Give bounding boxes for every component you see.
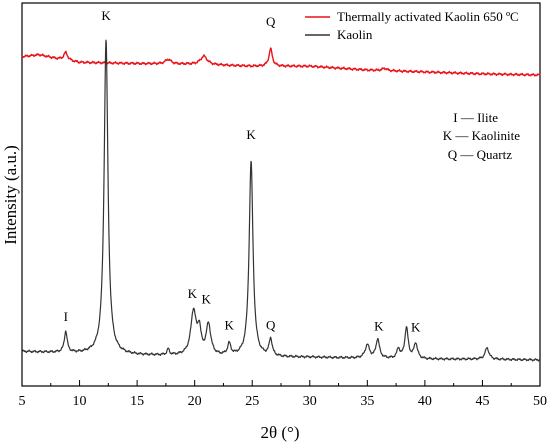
peak-label: K [201,292,211,307]
phase-key-kaolinite: K — Kaolinite [443,128,520,143]
phase-key-ilite: I — Ilite [453,110,498,125]
x-tick-label: 10 [73,394,87,409]
peak-label: I [64,309,68,324]
x-axis-title: 2θ (°) [260,423,299,442]
x-tick-label: 45 [475,394,489,409]
y-axis-title: Intensity (a.u.) [1,145,20,245]
plot-frame [21,2,541,387]
peak-label: K [225,317,235,332]
axes-layer: 5 10 15 20 25 30 35 40 45 50 [19,2,547,409]
legend-label-kaolin: Kaolin [337,27,373,42]
x-tick-label: 50 [533,394,547,409]
peak-label: K [374,318,384,333]
legend-label-activated: Thermally activated Kaolin 650 ºC [337,9,519,24]
phase-key-quartz: Q — Quartz [448,147,512,162]
x-tick-label: 20 [188,394,202,409]
phase-key: I — Ilite K — Kaolinite Q — Quartz [443,110,520,162]
x-tick-label: 40 [418,394,432,409]
x-tick-label: 5 [19,394,26,409]
legend: Thermally activated Kaolin 650 ºC Kaolin [305,9,519,42]
peak-label: K [101,8,111,23]
x-tick-label: 15 [130,394,144,409]
series-line-activated-kaolin [21,47,541,77]
peak-label: Q [266,14,276,29]
peak-label: Q [266,317,276,332]
series-layer [21,39,541,362]
x-tick-label: 35 [360,394,374,409]
peak-label: K [188,286,198,301]
x-tick-label: 25 [245,394,259,409]
peak-label: K [411,320,421,335]
peak-label: K [246,127,256,142]
x-tick-label: 30 [303,394,317,409]
series-line-kaolin [21,39,541,362]
